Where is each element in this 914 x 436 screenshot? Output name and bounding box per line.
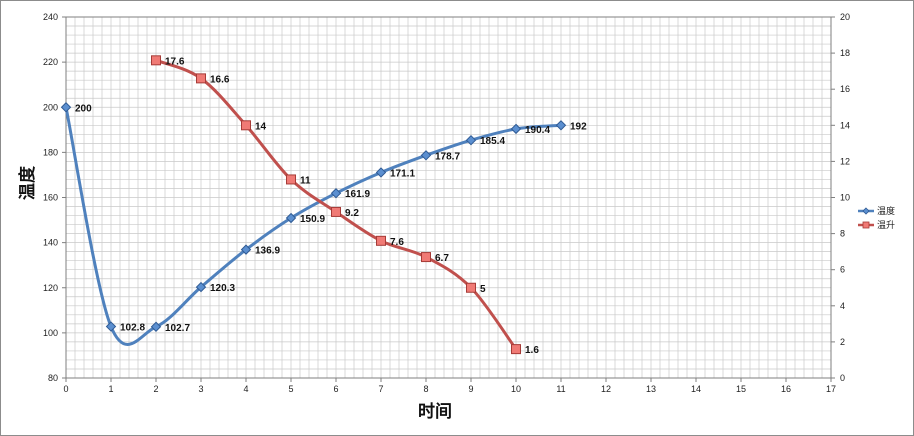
series-2-point [511,344,521,355]
series-2-point [331,206,341,217]
legend-marker-diamond [862,207,870,215]
data-label: 192 [570,121,587,132]
series-1-point [195,281,207,293]
y-right-tick-label: 18 [840,48,850,58]
data-label: 200 [75,103,92,114]
series-1-point [420,150,432,161]
x-tick-label: 0 [63,384,68,394]
series-1-point [375,167,387,178]
x-tick-label: 9 [468,384,473,394]
axes: 0 1 2 3 4 5 6 7 8 9 10 11 12 13 14 15 16 1780100120140160… [43,12,850,394]
series-2-point [376,235,386,246]
series-1-point [240,244,252,255]
y-left-tick-label: 120 [43,283,58,293]
y-left-tick-label: 200 [43,102,58,112]
series-1-point [330,188,342,199]
data-label: 102.7 [165,323,190,334]
x-tick-label: 13 [646,384,656,394]
x-tick-label: 14 [691,384,701,394]
y-left-tick-label: 140 [43,238,58,248]
x-tick-label: 4 [243,384,248,394]
y-left-tick-label: 220 [43,57,58,67]
x-tick-label: 17 [826,384,836,394]
y-right-tick-label: 4 [840,301,845,311]
y-left-tick-label: 180 [43,147,58,157]
data-label: 136.9 [255,246,280,257]
x-tick-label: 10 [511,384,521,394]
y-left-tick-label: 160 [43,193,58,203]
series-1-point [60,102,72,113]
data-label: 1.6 [525,345,539,356]
data-label: 185.4 [480,136,505,147]
data-label: 6.7 [435,253,449,264]
series-2-point [241,120,251,131]
x-tick-label: 16 [781,384,791,394]
legend-label-2: 温升 [877,220,895,231]
y-right-tick-label: 12 [840,156,850,166]
y-right-tick-label: 8 [840,229,845,239]
x-tick-label: 7 [378,384,383,394]
x-tick-label: 15 [736,384,746,394]
y-right-tick-label: 14 [840,120,850,130]
data-label: 9.2 [345,208,359,219]
x-tick-label: 2 [153,384,158,394]
x-tick-label: 5 [288,384,293,394]
x-tick-label: 3 [198,384,203,394]
x-tick-label: 8 [423,384,428,394]
y-left-tick-label: 100 [43,328,58,338]
series-1-point [285,212,297,224]
y-left-tick-label: 80 [48,373,58,383]
series-2-point [151,55,161,66]
data-labels: 200 102.8 102.7 120.3 136.9 150.9 161.9 171.1 17… [75,56,587,356]
series-2-point [196,73,206,84]
legend-label-1: 温度 [877,205,895,217]
y-right-tick-label: 2 [840,337,845,347]
y-right-tick-label: 10 [840,193,850,203]
y-right-tick-label: 6 [840,265,845,275]
y-right-tick-label: 16 [840,84,850,94]
x-tick-label: 11 [556,384,565,394]
series-2-point [421,252,431,263]
data-label: 171.1 [390,168,415,179]
series-1-point [105,321,117,332]
x-tick-label: 6 [333,384,338,394]
series-2-point [286,174,296,185]
data-label: 190.4 [525,125,550,136]
data-label: 178.7 [435,151,460,162]
data-label: 16.6 [210,74,230,85]
series-1-point [150,321,162,332]
legend-marker-square [862,221,870,229]
data-label: 7.6 [390,237,404,248]
grid-lines [65,16,832,379]
data-label: 14 [255,121,267,132]
series-1-point [510,123,522,135]
data-label: 102.8 [120,323,145,334]
x-axis-title: 时间 [418,401,452,422]
series-2-point [466,282,476,293]
data-label: 120.3 [210,283,235,294]
y-axis-title: 温度 [17,165,38,200]
series-1-point [465,134,477,146]
data-label: 161.9 [345,189,370,200]
data-label: 17.6 [165,56,185,67]
x-tick-label: 1 [108,384,113,394]
y-left-tick-label: 240 [43,12,58,22]
y-right-tick-label: 20 [840,12,850,22]
series-group [60,55,567,355]
data-label: 5 [480,284,486,295]
series-1-point [555,120,567,131]
x-tick-label: 12 [601,384,611,394]
data-label: 11 [300,175,311,186]
y-right-tick-label: 0 [840,373,845,383]
data-label: 150.9 [300,214,325,225]
